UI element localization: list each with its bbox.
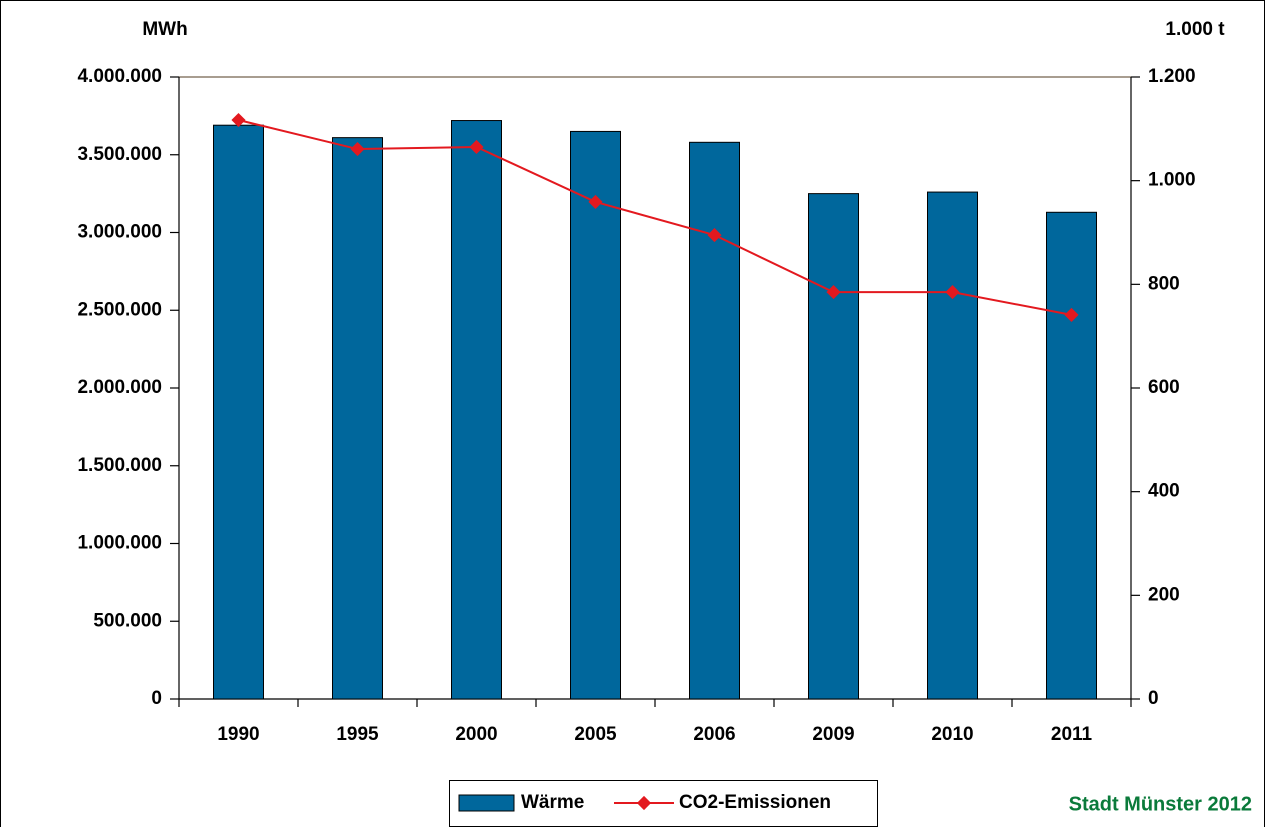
y-tick-label: 0 bbox=[151, 688, 162, 709]
line bbox=[238, 119, 1072, 316]
marker bbox=[1064, 307, 1079, 322]
legend-label: CO2-Emissionen bbox=[679, 792, 831, 813]
y-tick-label: 500.000 bbox=[93, 610, 162, 631]
marker bbox=[588, 194, 603, 209]
x-tick-label: 2010 bbox=[931, 724, 973, 745]
x-tick-label: 2009 bbox=[812, 724, 854, 745]
y-tick-label: 1.000.000 bbox=[77, 533, 162, 554]
y-axis-label: MWh bbox=[142, 19, 187, 40]
y2-tick-label: 1.200 bbox=[1148, 66, 1196, 87]
y2-tick-label: 200 bbox=[1148, 584, 1180, 605]
x-tick-label: 2011 bbox=[1051, 724, 1093, 745]
bar bbox=[332, 137, 383, 700]
legend-swatch bbox=[458, 794, 515, 812]
marker bbox=[826, 285, 841, 300]
marker bbox=[707, 228, 722, 243]
legend-label: Wärme bbox=[521, 792, 584, 813]
y2-axis-label: 1.000 t bbox=[1165, 19, 1225, 40]
bar bbox=[927, 191, 978, 700]
x-tick-label: 2006 bbox=[693, 724, 735, 745]
y2-tick-label: 800 bbox=[1148, 273, 1180, 294]
bar bbox=[570, 130, 621, 700]
bar bbox=[213, 124, 264, 700]
y-tick-label: 4.000.000 bbox=[77, 66, 162, 87]
x-tick-label: 2005 bbox=[574, 724, 617, 745]
marker bbox=[945, 285, 960, 300]
y2-tick-label: 0 bbox=[1148, 688, 1159, 709]
bar bbox=[1046, 211, 1097, 700]
marker bbox=[469, 139, 484, 155]
y-tick-label: 2.500.000 bbox=[77, 299, 162, 320]
x-tick-label: 1995 bbox=[336, 724, 379, 745]
marker bbox=[350, 141, 365, 157]
x-tick-label: 2000 bbox=[455, 724, 497, 745]
bar bbox=[689, 141, 740, 700]
y2-tick-label: 600 bbox=[1148, 377, 1180, 398]
y-tick-label: 3.000.000 bbox=[77, 222, 162, 243]
y-tick-label: 2.000.000 bbox=[77, 377, 162, 398]
x-tick-label: 1990 bbox=[217, 724, 259, 745]
y2-tick-label: 1.000 bbox=[1148, 170, 1196, 191]
legend-marker bbox=[636, 795, 652, 811]
source: Stadt Münster 2012 bbox=[1069, 793, 1252, 815]
y-tick-label: 3.500.000 bbox=[77, 144, 162, 165]
y-tick-label: 1.500.000 bbox=[77, 455, 162, 476]
bar bbox=[451, 120, 502, 700]
bar bbox=[808, 193, 859, 700]
y2-tick-label: 400 bbox=[1148, 481, 1180, 502]
